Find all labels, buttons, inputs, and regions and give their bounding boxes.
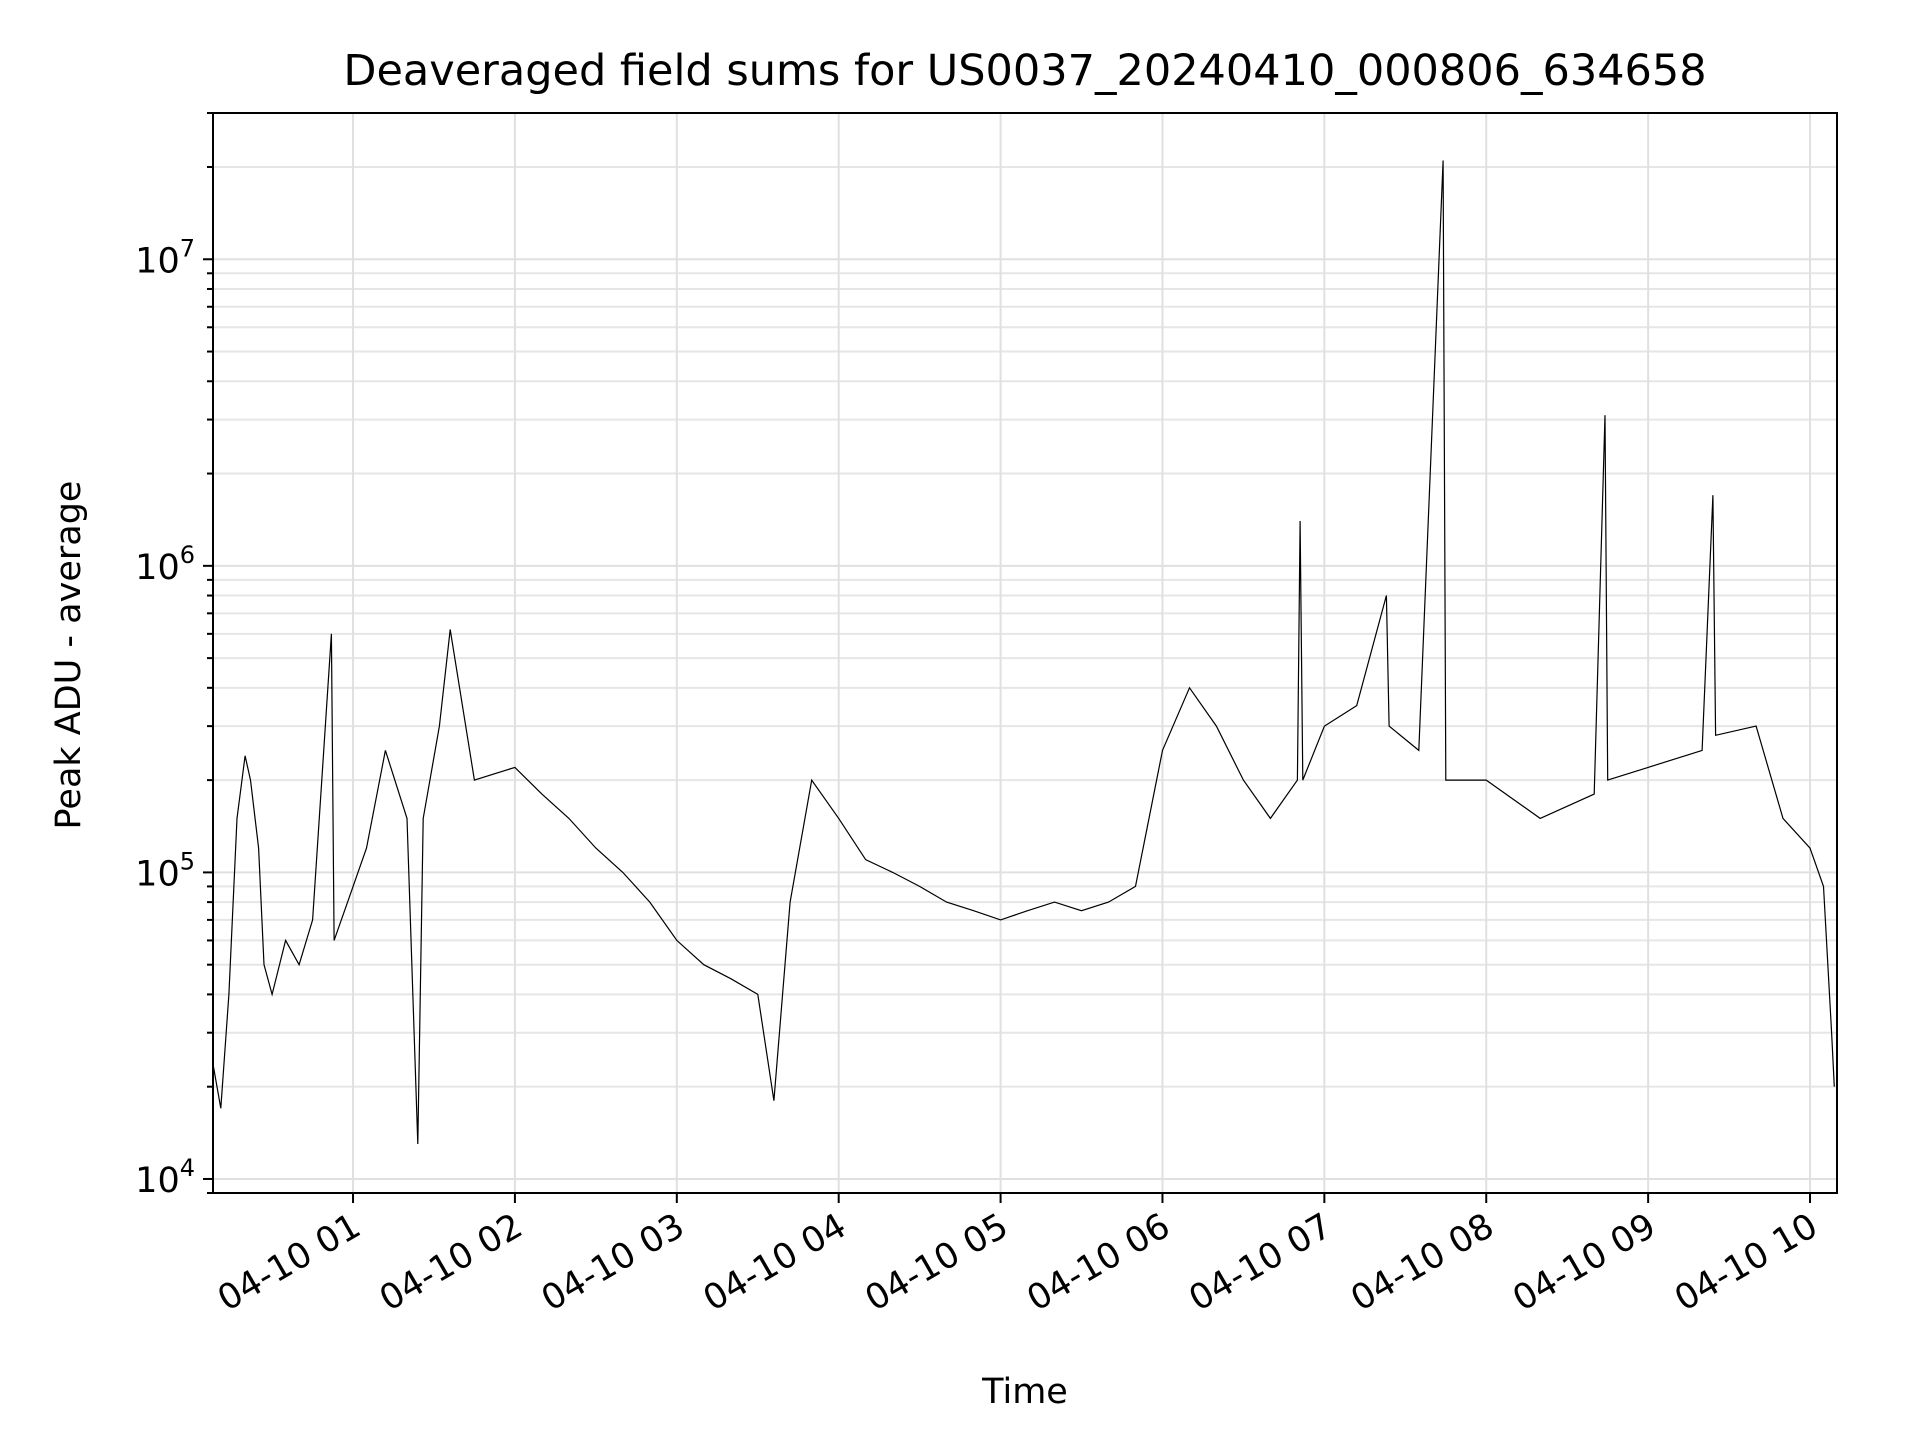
plot-frame (212, 112, 1838, 1194)
y-tick-label: 104 (135, 1154, 195, 1201)
series-line (212, 160, 1835, 1145)
chart-title: Deaveraged field sums for US0037_2024041… (343, 46, 1706, 96)
minor-grid (213, 112, 1837, 1194)
x-axis-label: Time (981, 1372, 1068, 1412)
y-axis-ticks: 104 105 106 107 (135, 112, 213, 1201)
y-tick-label: 106 (135, 541, 195, 588)
major-grid (213, 113, 1837, 1193)
y-axis-label: Peak ADU - average (49, 481, 89, 830)
y-tick-label: 107 (135, 234, 195, 281)
y-tick-label: 105 (135, 847, 195, 894)
